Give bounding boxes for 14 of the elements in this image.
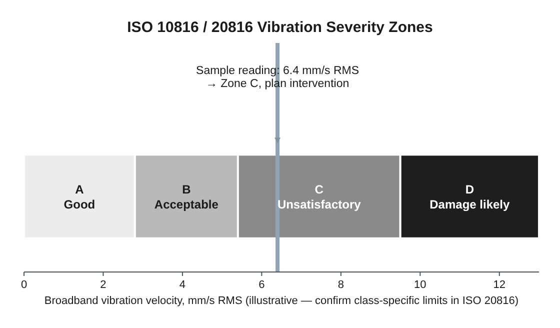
- x-tick-label: 8: [338, 279, 344, 291]
- x-tick-label: 10: [414, 279, 426, 291]
- x-axis-title: Broadband vibration velocity, mm/s RMS (illustrative — confirm class-specific limits in ISO 20816): [44, 295, 519, 307]
- x-tick-label: 12: [493, 279, 506, 291]
- chart-title: ISO 10816 / 20816 Vibration Severity Zones: [127, 19, 433, 36]
- x-tick-label: 0: [20, 279, 28, 291]
- x-tick-label: 6: [258, 279, 265, 291]
- series-label: A Good: [64, 182, 96, 212]
- x-tick-label: 2: [100, 279, 106, 291]
- x-tick-label: 4: [179, 279, 186, 291]
- series-label: D Damage likely: [430, 182, 510, 212]
- series-label: B Acceptable: [154, 182, 219, 212]
- ref-line-label: Sample reading: 6.4 mm/s RMS → Zone C, plan intervention: [196, 65, 360, 90]
- series-label: C Unsatisfactory: [277, 182, 362, 212]
